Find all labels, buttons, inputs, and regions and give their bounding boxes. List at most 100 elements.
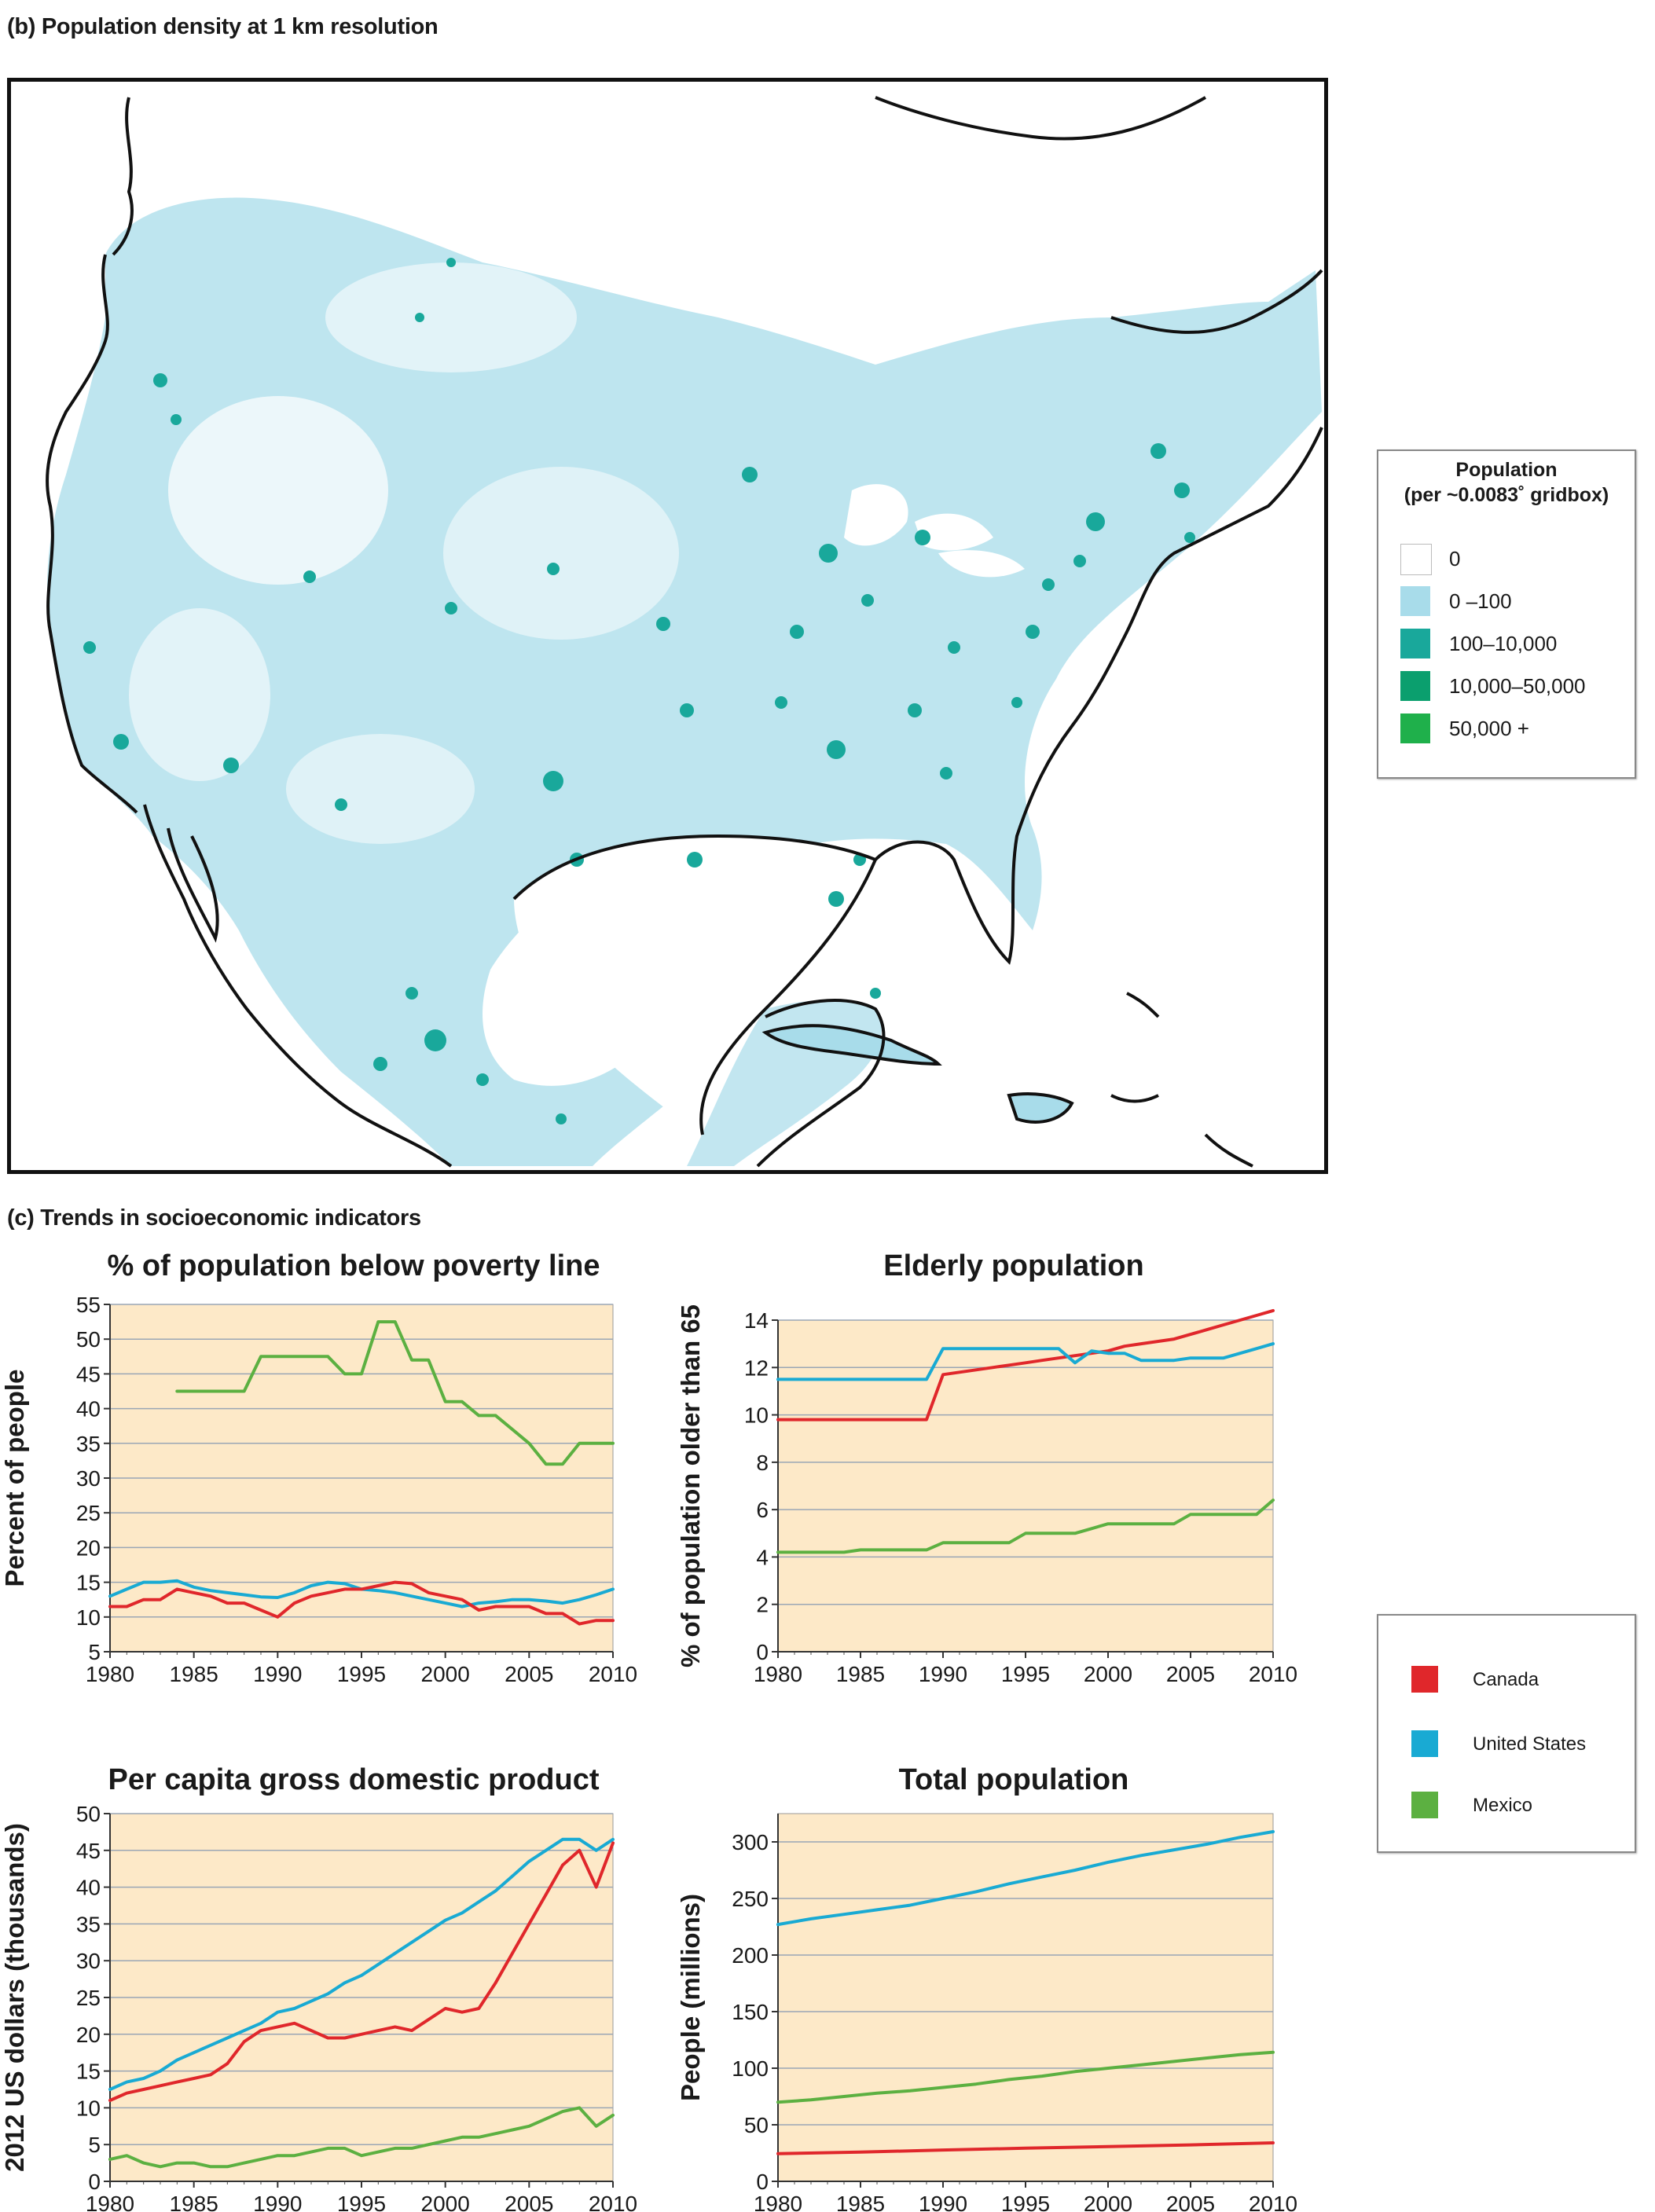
gdp-chart: 0 5 10 15 20 25 30 35 40 45 50 1980 1985 1990 1995 2000… <box>0 1802 637 2212</box>
population-series-mexico <box>776 2050 1275 2104</box>
gdp-ytick-label-5: 5 <box>88 2133 101 2157</box>
population-xtick-label-1985: 1985 <box>836 2192 885 2212</box>
poverty-ytick-label-20: 20 <box>76 1535 101 1560</box>
population-chart-title: Total population <box>898 1763 1129 1796</box>
elderly-ytick-label-0: 0 <box>756 1640 769 1664</box>
poverty-series-mexico <box>175 1320 615 1466</box>
map-section-label: (b) Population density at 1 km resolutio… <box>7 14 439 39</box>
population-ylabel: People (millions) <box>676 1894 705 2101</box>
population-xtick-label-2000: 2000 <box>1084 2192 1132 2212</box>
urban-clusters <box>83 258 1195 1124</box>
poverty-series-canada <box>108 1580 615 1626</box>
poverty-chart: 5 10 15 20 25 30 35 40 45 50 55 1980 1985 1990 1995 200… <box>0 1293 637 1686</box>
elderly-xtick-label-1980: 1980 <box>754 1662 802 1686</box>
coastlines <box>46 96 1323 1168</box>
elderly-ytick-label-14: 14 <box>744 1308 769 1333</box>
poverty-xtick-label-2000: 2000 <box>421 1662 470 1686</box>
legend-title: Population <box>1455 459 1558 481</box>
poverty-xtick-label-2005: 2005 <box>505 1662 553 1686</box>
elderly-series-mexico <box>776 1499 1275 1554</box>
legend-swatch-2 <box>1400 629 1430 658</box>
legend-swatch-3 <box>1400 671 1430 701</box>
elderly-ytick-label-6: 6 <box>756 1498 769 1522</box>
gdp-xtick-label-1990: 1990 <box>253 2192 302 2212</box>
gdp-xtick-label-2000: 2000 <box>421 2192 470 2212</box>
population-ytick-label-150: 150 <box>732 2000 769 2024</box>
population-legend: Population (per ~0.0083˚ gridbox) 0 0 –1… <box>1377 449 1636 779</box>
elderly-ytick-label-8: 8 <box>756 1451 769 1475</box>
poverty-ytick-label-10: 10 <box>76 1605 101 1630</box>
legend-swatch-0 <box>1400 544 1432 575</box>
poverty-ylabel: Percent of people <box>0 1370 29 1587</box>
gdp-xtick-label-1995: 1995 <box>337 2192 386 2212</box>
poverty-ytick-label-35: 35 <box>76 1432 101 1456</box>
elderly-ytick-label-4: 4 <box>756 1545 769 1569</box>
elderly-xtick-label-2000: 2000 <box>1084 1662 1132 1686</box>
gdp-ytick-label-25: 25 <box>76 1986 101 2010</box>
legend-swatch-1 <box>1400 586 1430 616</box>
legend-label-0: 0 <box>1449 547 1461 570</box>
gdp-ytick-label-40: 40 <box>76 1876 101 1900</box>
poverty-xtick-label-2010: 2010 <box>589 1662 637 1686</box>
gdp-ytick-label-0: 0 <box>88 2170 101 2194</box>
legend-label-1: 0 –100 <box>1449 589 1512 613</box>
poverty-ytick-label-25: 25 <box>76 1501 101 1525</box>
poverty-xtick-label-1995: 1995 <box>337 1662 386 1686</box>
population-ytick-label-0: 0 <box>756 2170 769 2194</box>
population-plot-area <box>777 1813 1274 2182</box>
population-series-united-states <box>776 1830 1275 1927</box>
elderly-series-united-states <box>776 1342 1275 1381</box>
gdp-xtick-label-2010: 2010 <box>589 2192 637 2212</box>
population-xtick-label-1990: 1990 <box>919 2192 967 2212</box>
legend-label-4: 50,000 + <box>1449 717 1529 740</box>
poverty-ytick-label-15: 15 <box>76 1571 101 1595</box>
poverty-chart-title: % of population below poverty line <box>107 1249 600 1282</box>
gdp-ytick-label-15: 15 <box>76 2060 101 2084</box>
map-image <box>46 96 1323 1168</box>
population-chart: 0 50 100 150 200 250 300 1980 1985 1990 1995 2000 20… <box>676 1813 1297 2212</box>
poverty-ytick-label-45: 45 <box>76 1362 101 1386</box>
population-ytick-label-50: 50 <box>744 2113 769 2137</box>
poverty-ytick-label-5: 5 <box>88 1640 101 1664</box>
poverty-ytick-label-30: 30 <box>76 1466 101 1491</box>
legend-swatch-united-states <box>1411 1730 1438 1757</box>
population-ytick-label-100: 100 <box>732 2056 769 2081</box>
population-xtick-label-1995: 1995 <box>1001 2192 1050 2212</box>
elderly-ylabel: % of population older than 65 <box>676 1304 705 1667</box>
population-ytick-label-250: 250 <box>732 1887 769 1911</box>
land-population-layer <box>47 197 1323 1167</box>
poverty-ytick-label-40: 40 <box>76 1397 101 1421</box>
elderly-chart-title: Elderly population <box>883 1249 1144 1282</box>
population-ytick-label-300: 300 <box>732 1830 769 1854</box>
population-xtick-label-2005: 2005 <box>1166 2192 1215 2212</box>
elderly-ytick-label-10: 10 <box>744 1403 769 1428</box>
series-legend: Canada United States Mexico <box>1377 1614 1636 1853</box>
elderly-xtick-label-2010: 2010 <box>1249 1662 1297 1686</box>
legend-label-united-states: United States <box>1473 1733 1587 1755</box>
population-xtick-label-2010: 2010 <box>1249 2192 1297 2212</box>
trends-section-label: (c) Trends in socioeconomic indicators <box>7 1205 421 1231</box>
population-series-canada <box>776 2141 1275 2155</box>
gdp-xtick-label-1980: 1980 <box>86 2192 134 2212</box>
elderly-xtick-label-2005: 2005 <box>1166 1662 1215 1686</box>
legend-label-3: 10,000–50,000 <box>1449 674 1586 698</box>
gdp-series-mexico <box>108 2106 615 2169</box>
elderly-ytick-label-2: 2 <box>756 1593 769 1617</box>
gdp-series-united-states <box>108 1837 615 2091</box>
elderly-series-canada <box>776 1308 1275 1421</box>
legend-swatch-canada <box>1411 1666 1438 1693</box>
poverty-xtick-label-1985: 1985 <box>170 1662 218 1686</box>
gdp-ylabel: 2012 US dollars (thousands) <box>0 1823 29 2172</box>
legend-swatch-4 <box>1400 713 1430 743</box>
elderly-xtick-label-1985: 1985 <box>836 1662 885 1686</box>
poverty-xtick-label-1990: 1990 <box>253 1662 302 1686</box>
gdp-ytick-label-20: 20 <box>76 2023 101 2047</box>
gdp-ytick-label-10: 10 <box>76 2096 101 2120</box>
poverty-xtick-label-1980: 1980 <box>86 1662 134 1686</box>
gdp-ytick-label-45: 45 <box>76 1839 101 1863</box>
gdp-ytick-label-35: 35 <box>76 1912 101 1936</box>
gdp-xtick-label-2005: 2005 <box>505 2192 553 2212</box>
gdp-chart-title: Per capita gross domestic product <box>108 1763 600 1796</box>
legend-label-2: 100–10,000 <box>1449 632 1558 655</box>
poverty-ytick-label-50: 50 <box>76 1327 101 1352</box>
